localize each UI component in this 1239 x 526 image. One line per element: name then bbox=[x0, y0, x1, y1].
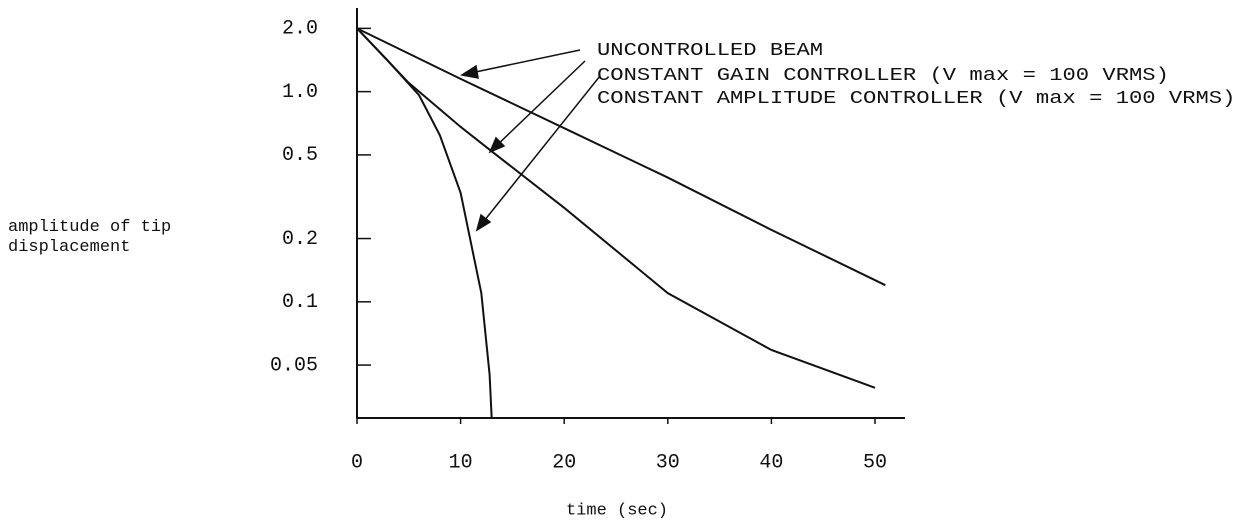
arrow-head bbox=[475, 213, 492, 232]
x-axis-label: time (sec) bbox=[566, 501, 668, 520]
y-tick-label: 0.1 bbox=[282, 291, 318, 314]
x-tick-label: 50 bbox=[863, 451, 887, 474]
x-tick-label: 30 bbox=[656, 451, 680, 474]
arrow bbox=[465, 49, 581, 75]
y-tick-label: 0.5 bbox=[282, 144, 318, 167]
series-line bbox=[356, 27, 493, 419]
arrow bbox=[493, 60, 586, 149]
x-tick-label: 10 bbox=[449, 451, 473, 474]
y-tick-label: 0.2 bbox=[282, 228, 318, 251]
x-tick-label: 20 bbox=[552, 451, 576, 474]
series-label: CONSTANT AMPLITUDE CONTROLLER (V max = 1… bbox=[597, 89, 1235, 109]
series-label: CONSTANT GAIN CONTROLLER (V max = 100 VR… bbox=[597, 66, 1169, 86]
arrow-head bbox=[460, 64, 479, 79]
series-label: UNCONTROLLED BEAM bbox=[597, 41, 823, 61]
y-tick-label: 2.0 bbox=[282, 18, 318, 41]
y-tick-label: 0.05 bbox=[270, 354, 318, 377]
x-tick-label: 0 bbox=[351, 451, 363, 474]
arrows bbox=[460, 49, 601, 232]
x-tick-label: 40 bbox=[759, 451, 783, 474]
series-line bbox=[356, 27, 886, 287]
y-axis-label: amplitude of tip displacement bbox=[8, 218, 172, 257]
y-tick-label: 1.0 bbox=[282, 81, 318, 104]
series-line bbox=[356, 27, 876, 389]
arrow bbox=[479, 75, 601, 227]
arrow-head bbox=[488, 136, 506, 154]
